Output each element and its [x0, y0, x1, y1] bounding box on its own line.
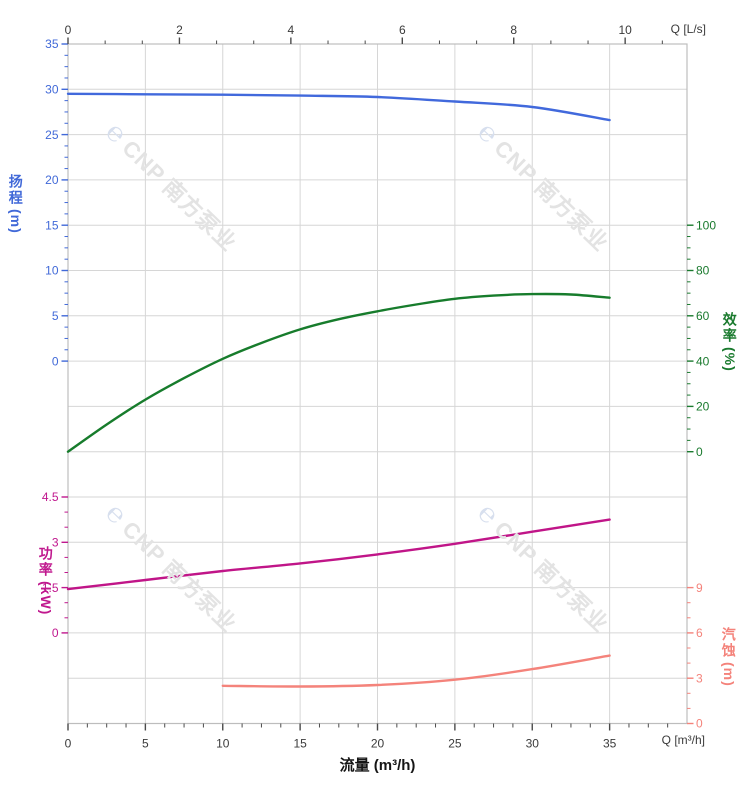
head-tick-label: 20: [45, 173, 59, 187]
gridlines: [68, 44, 687, 724]
top-x-axis: 0 2 4 6 8 10: [65, 23, 663, 44]
head-tick-label: 15: [45, 218, 59, 232]
efficiency-axis-title: 效率 (%): [721, 312, 738, 372]
power-axis-title-text: 功率: [37, 546, 54, 578]
power-tick-label: 1.5: [42, 581, 59, 595]
efficiency-tick-label: 80: [696, 264, 710, 278]
head-axis-title: 扬程 (m): [7, 174, 24, 234]
x-tick-label: 25: [448, 737, 462, 751]
top-axis-unit-label: Q [L/s]: [670, 22, 706, 36]
head-tick-label: 25: [45, 128, 59, 142]
head-tick-label: 0: [52, 354, 59, 368]
npsh-axis-title: 汽蚀 (m): [720, 627, 737, 687]
efficiency-tick-label: 20: [696, 400, 710, 414]
x-tick-label: 10: [216, 737, 230, 751]
efficiency-tick-label: 60: [696, 309, 710, 323]
bottom-x-axis: 0 5 10 15 20 25 30 35: [65, 723, 669, 751]
head-tick-label: 30: [45, 83, 59, 97]
head-curve: [66, 92, 611, 122]
x-tick-label: 35: [603, 737, 617, 751]
npsh-tick-label: 9: [696, 581, 703, 595]
npsh-axis-title-text: 汽蚀: [720, 627, 737, 659]
head-axis-title-text: 扬程: [7, 174, 24, 206]
npsh-tick-label: 0: [696, 717, 703, 731]
bottom-axis-title: 流量 (m³/h): [339, 757, 416, 774]
head-tick-label: 10: [45, 264, 59, 278]
npsh-axis: 9 6 3 0: [687, 581, 703, 731]
x-tick-label: 15: [293, 737, 307, 751]
head-axis: 35 30 25 20 15 10 5 0: [45, 37, 68, 368]
head-tick-label: 5: [52, 309, 59, 323]
power-tick-label: 3: [52, 536, 59, 550]
head-tick-label: 35: [45, 37, 59, 51]
npsh-tick-label: 6: [696, 626, 703, 640]
x-tick-label: 4: [288, 23, 295, 37]
npsh-axis-unit: (m): [720, 662, 737, 687]
efficiency-curve: [66, 292, 611, 453]
efficiency-axis-title-text: 效率: [721, 312, 738, 344]
x-tick-label: 0: [65, 23, 72, 37]
efficiency-axis: 100 80 60 40 20 0: [687, 218, 716, 459]
x-tick-label: 8: [510, 23, 517, 37]
efficiency-axis-unit: (%): [721, 347, 738, 372]
npsh-curve: [221, 654, 611, 688]
x-tick-label: 2: [176, 23, 183, 37]
power-tick-label: 0: [52, 626, 59, 640]
efficiency-tick-label: 100: [696, 218, 716, 232]
efficiency-tick-label: 40: [696, 354, 710, 368]
power-axis-title: 功率 (kW): [37, 546, 54, 615]
bottom-axis-unit-label: Q [m³/h]: [661, 733, 705, 747]
head-axis-unit: (m): [7, 209, 24, 234]
npsh-tick-label: 3: [696, 671, 703, 685]
power-axis-unit: (kW): [37, 581, 54, 616]
x-tick-label: 20: [371, 737, 385, 751]
x-tick-label: 5: [142, 737, 149, 751]
x-tick-label: 10: [618, 23, 632, 37]
x-tick-label: 30: [526, 737, 540, 751]
power-curve: [66, 518, 611, 591]
x-tick-label: 6: [399, 23, 406, 37]
power-tick-label: 4.5: [42, 490, 59, 504]
efficiency-tick-label: 0: [696, 445, 703, 459]
power-axis: 4.5 3 1.5 0: [42, 490, 68, 640]
x-tick-label: 0: [65, 737, 72, 751]
